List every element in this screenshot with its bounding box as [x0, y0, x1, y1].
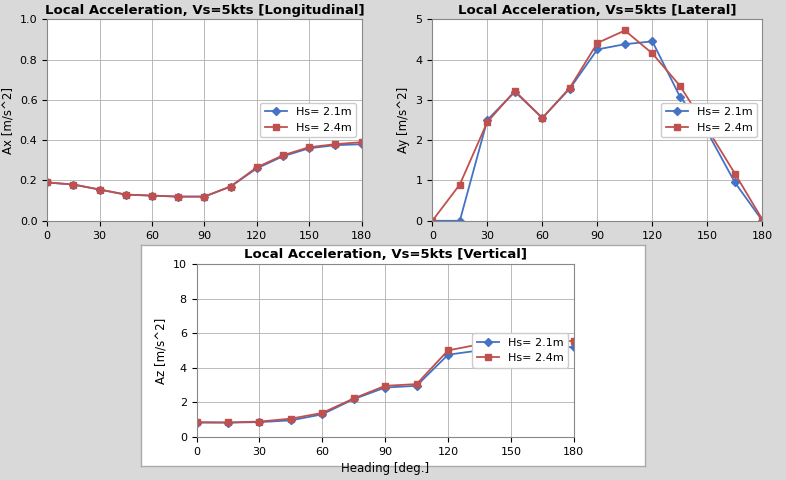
Hs= 2.1m [538, 115, 547, 121]
Hs= 2.4m [510, 88, 520, 94]
Hs= 2.4m [357, 139, 366, 145]
Hs= 2.4m [758, 216, 767, 222]
Hs= 2.4m [318, 410, 327, 416]
Hs= 2.4m [349, 396, 358, 401]
X-axis label: Heading [deg.]: Heading [deg.] [553, 246, 641, 259]
Hs= 2.1m [252, 166, 262, 171]
Hs= 2.1m [68, 181, 78, 187]
Hs= 2.1m [510, 89, 520, 95]
Hs= 2.4m [593, 40, 602, 46]
Hs= 2.4m [286, 416, 296, 421]
Title: Local Acceleration, Vs=5kts [Vertical]: Local Acceleration, Vs=5kts [Vertical] [244, 249, 527, 262]
Hs= 2.1m [620, 41, 630, 47]
Hs= 2.4m [648, 50, 657, 56]
Hs= 2.4m [455, 181, 465, 187]
Hs= 2.4m [569, 338, 578, 344]
Hs= 2.1m [475, 348, 484, 353]
Hs= 2.4m [252, 165, 262, 170]
Hs= 2.4m [675, 83, 685, 89]
Hs= 2.4m [475, 341, 484, 347]
Line: Hs= 2.4m: Hs= 2.4m [429, 28, 766, 224]
Hs= 2.1m [483, 117, 492, 123]
Hs= 2.4m [730, 171, 740, 177]
Hs= 2.1m [255, 419, 264, 425]
Hs= 2.1m [304, 145, 314, 151]
Hs= 2.4m [95, 187, 105, 192]
Hs= 2.4m [200, 194, 209, 200]
Hs= 2.1m [703, 129, 712, 135]
Hs= 2.4m [443, 348, 453, 353]
Hs= 2.1m [730, 180, 740, 185]
Hs= 2.1m [675, 94, 685, 99]
Hs= 2.4m [304, 144, 314, 150]
Hs= 2.4m [278, 152, 288, 158]
Hs= 2.4m [42, 180, 52, 185]
Legend: Hs= 2.1m, Hs= 2.4m: Hs= 2.1m, Hs= 2.4m [472, 333, 568, 368]
Hs= 2.4m [331, 141, 340, 147]
Hs= 2.1m [121, 192, 130, 197]
Hs= 2.1m [286, 418, 296, 423]
Hs= 2.1m [357, 141, 366, 147]
Title: Local Acceleration, Vs=5kts [Longitudinal]: Local Acceleration, Vs=5kts [Longitudina… [45, 4, 364, 17]
X-axis label: Heading [deg.]: Heading [deg.] [160, 246, 248, 259]
Hs= 2.1m [569, 344, 578, 350]
Hs= 2.1m [380, 384, 390, 390]
Hs= 2.1m [506, 342, 516, 348]
Hs= 2.4m [255, 419, 264, 424]
Hs= 2.1m [95, 187, 105, 192]
Hs= 2.1m [412, 383, 421, 389]
Hs= 2.1m [278, 154, 288, 159]
Hs= 2.4m [506, 338, 516, 344]
Hs= 2.4m [121, 192, 130, 197]
Hs= 2.4m [412, 381, 421, 387]
Hs= 2.1m [593, 47, 602, 52]
Hs= 2.1m [538, 345, 547, 351]
Hs= 2.4m [538, 339, 547, 345]
Hs= 2.4m [703, 126, 712, 132]
Line: Hs= 2.1m: Hs= 2.1m [44, 142, 365, 199]
Hs= 2.1m [318, 411, 327, 417]
Hs= 2.4m [538, 115, 547, 121]
Hs= 2.1m [648, 38, 657, 44]
Hs= 2.4m [147, 192, 156, 199]
Title: Local Acceleration, Vs=5kts [Lateral]: Local Acceleration, Vs=5kts [Lateral] [458, 4, 736, 17]
Hs= 2.1m [331, 142, 340, 148]
Hs= 2.1m [443, 352, 453, 358]
Hs= 2.1m [223, 420, 233, 425]
Hs= 2.1m [226, 184, 235, 190]
Y-axis label: Az [m/s^2]: Az [m/s^2] [154, 317, 167, 384]
Hs= 2.4m [565, 85, 575, 91]
Line: Hs= 2.1m: Hs= 2.1m [193, 342, 577, 425]
Line: Hs= 2.4m: Hs= 2.4m [193, 338, 577, 425]
Hs= 2.1m [147, 192, 156, 199]
Line: Hs= 2.4m: Hs= 2.4m [44, 139, 365, 199]
Hs= 2.4m [483, 119, 492, 125]
Hs= 2.4m [428, 218, 437, 224]
Y-axis label: Ay [m/s^2]: Ay [m/s^2] [397, 87, 410, 153]
Legend: Hs= 2.1m, Hs= 2.4m: Hs= 2.1m, Hs= 2.4m [661, 103, 757, 137]
Hs= 2.1m [42, 180, 52, 185]
Y-axis label: Ax [m/s^2]: Ax [m/s^2] [1, 86, 14, 154]
Hs= 2.4m [226, 184, 235, 190]
Hs= 2.4m [620, 28, 630, 34]
Hs= 2.4m [68, 181, 78, 187]
Legend: Hs= 2.1m, Hs= 2.4m: Hs= 2.1m, Hs= 2.4m [260, 103, 356, 137]
Line: Hs= 2.1m: Hs= 2.1m [429, 38, 766, 224]
Hs= 2.1m [455, 218, 465, 224]
Hs= 2.1m [174, 194, 183, 200]
Hs= 2.1m [200, 194, 209, 200]
Hs= 2.4m [223, 420, 233, 425]
X-axis label: Heading [deg.]: Heading [deg.] [341, 462, 429, 475]
Hs= 2.4m [192, 419, 201, 425]
Hs= 2.1m [428, 218, 437, 224]
Hs= 2.4m [380, 383, 390, 389]
Hs= 2.1m [192, 420, 201, 425]
Hs= 2.1m [565, 85, 575, 91]
Hs= 2.1m [349, 396, 358, 402]
Hs= 2.1m [758, 218, 767, 224]
Hs= 2.4m [174, 194, 183, 200]
